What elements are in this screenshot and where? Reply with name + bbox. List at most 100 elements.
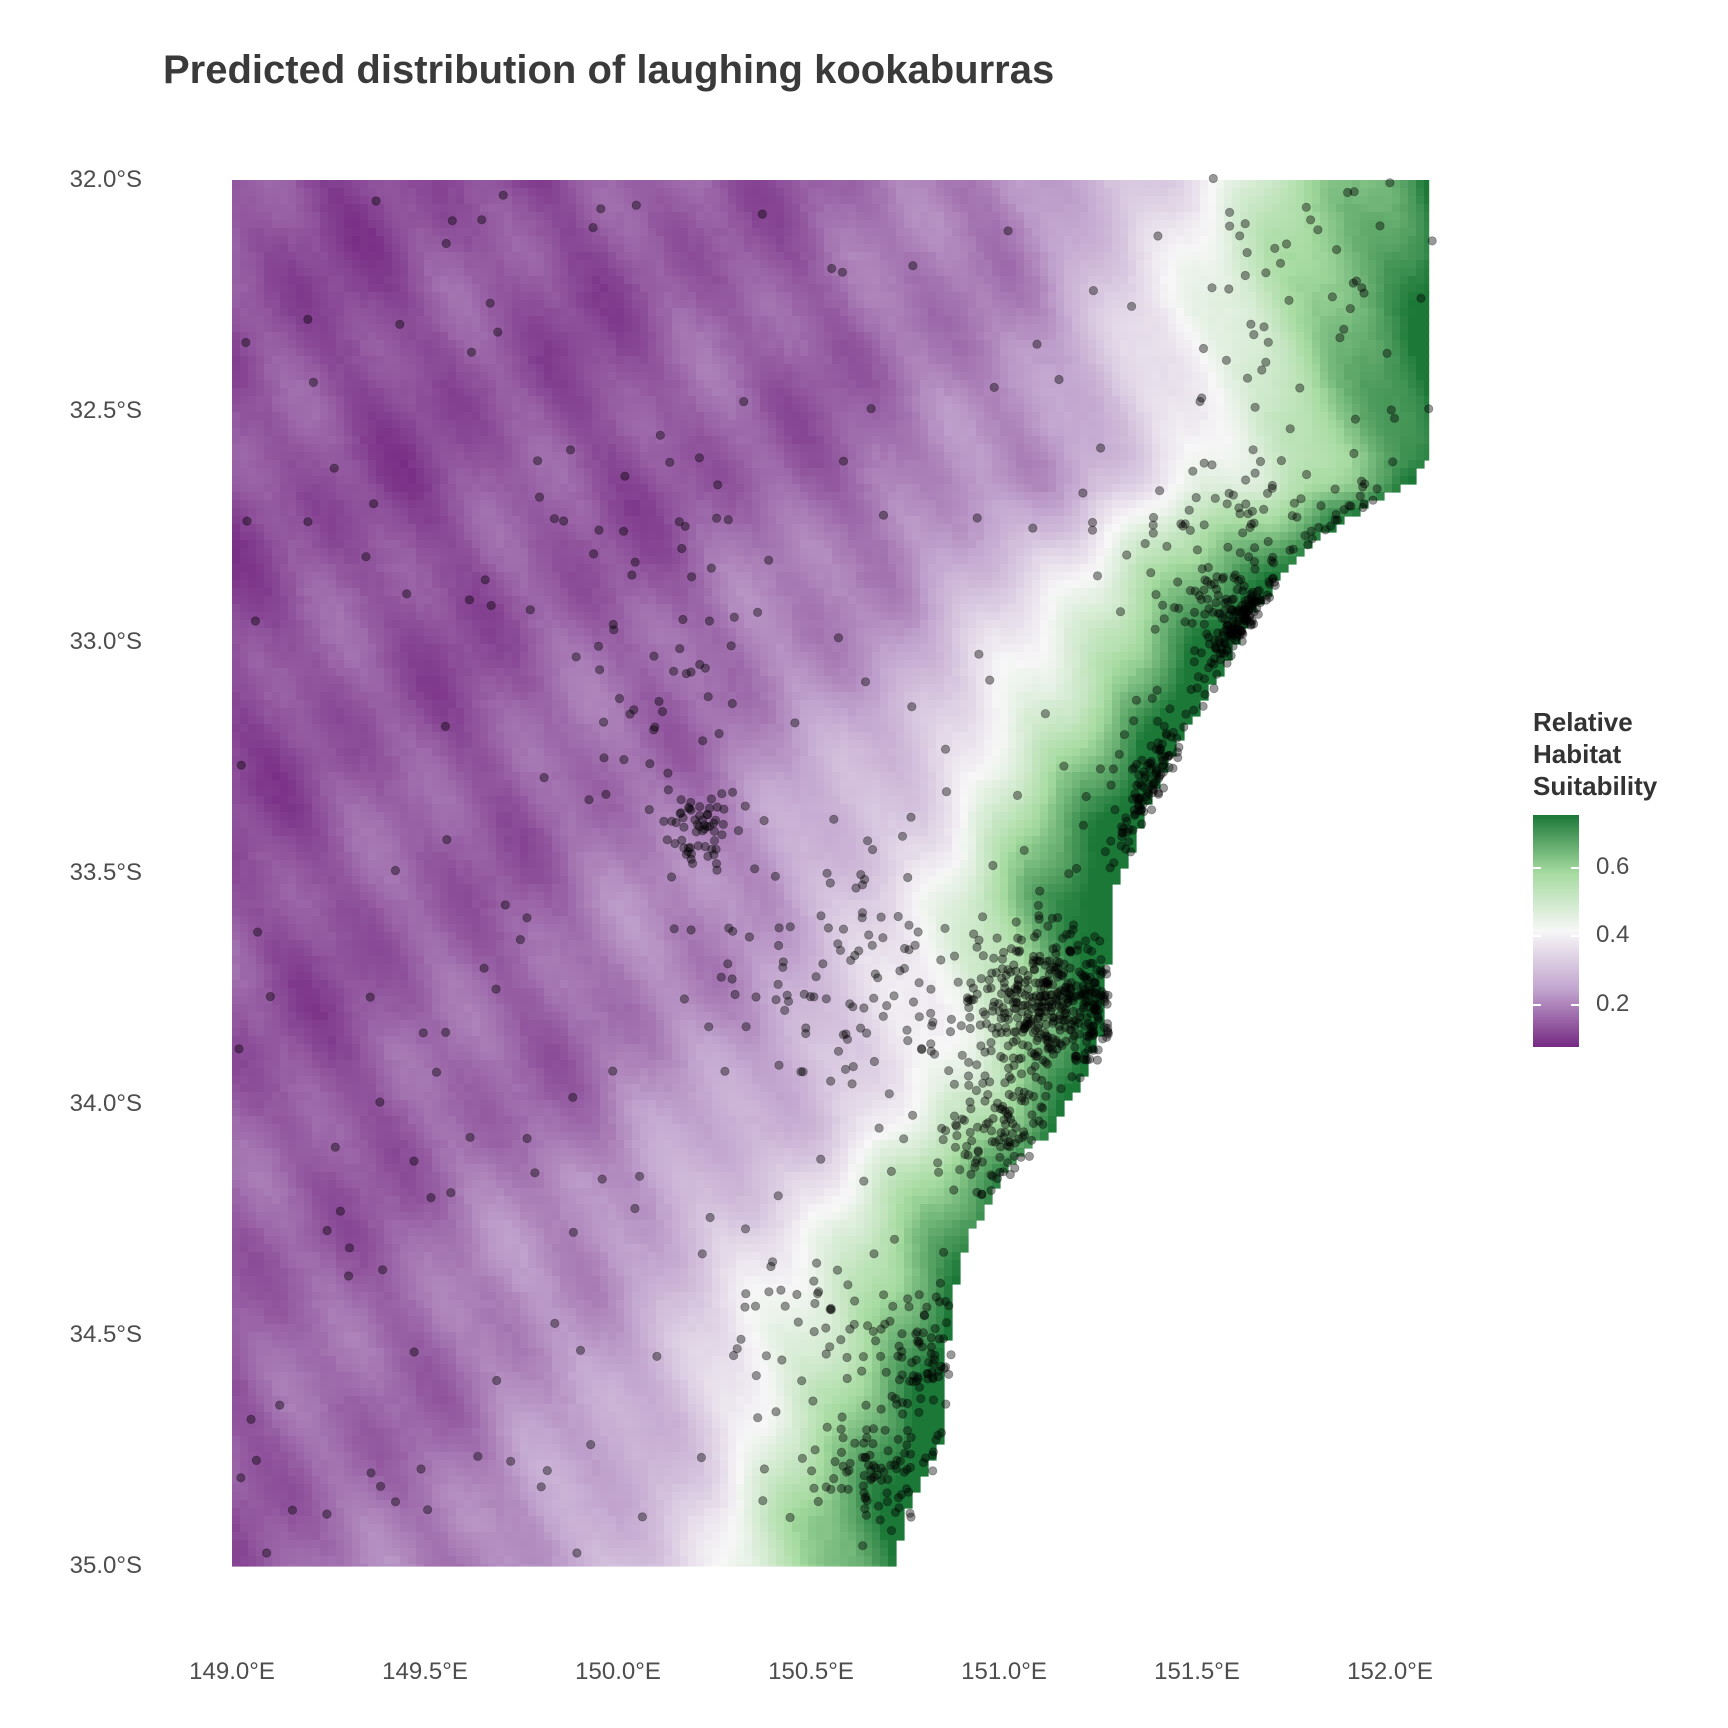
raster-cell bbox=[640, 252, 649, 261]
raster-cell bbox=[1072, 412, 1081, 421]
raster-cell bbox=[952, 212, 961, 221]
raster-cell bbox=[576, 252, 585, 261]
raster-cell bbox=[680, 316, 689, 325]
raster-cell bbox=[1288, 204, 1297, 213]
raster-cell bbox=[464, 204, 473, 213]
raster-cell bbox=[1056, 308, 1065, 317]
raster-cell bbox=[504, 316, 513, 325]
raster-cell bbox=[728, 228, 737, 237]
raster-cell bbox=[984, 188, 993, 197]
raster-cell bbox=[1168, 220, 1177, 229]
raster-cell bbox=[856, 188, 865, 197]
raster-cell bbox=[936, 180, 945, 189]
raster-cell bbox=[1104, 308, 1113, 317]
raster-cell bbox=[440, 284, 449, 293]
raster-cell bbox=[344, 196, 353, 205]
raster-cell bbox=[1336, 412, 1345, 421]
raster-cell bbox=[544, 260, 553, 269]
raster-cell bbox=[1384, 204, 1393, 213]
raster-cell bbox=[304, 324, 313, 333]
raster-cell bbox=[1112, 388, 1121, 397]
raster-cell bbox=[800, 380, 809, 389]
raster-cell bbox=[976, 276, 985, 285]
raster-cell bbox=[1080, 292, 1089, 301]
raster-cell bbox=[784, 340, 793, 349]
raster-cell bbox=[712, 244, 721, 253]
raster-cell bbox=[1088, 188, 1097, 197]
raster-cell bbox=[272, 332, 281, 341]
raster-cell bbox=[504, 388, 513, 397]
raster-cell bbox=[760, 236, 769, 245]
raster-cell bbox=[536, 188, 545, 197]
raster-cell bbox=[776, 420, 785, 429]
raster-cell bbox=[616, 300, 625, 309]
raster-cell bbox=[512, 332, 521, 341]
raster-cell bbox=[1240, 308, 1249, 317]
raster-cell bbox=[592, 396, 601, 405]
raster-cell bbox=[1408, 348, 1417, 357]
raster-cell bbox=[1320, 180, 1329, 189]
raster-cell bbox=[1304, 412, 1313, 421]
raster-cell bbox=[1056, 412, 1065, 421]
raster-cell bbox=[632, 300, 641, 309]
raster-cell bbox=[680, 212, 689, 221]
raster-cell bbox=[504, 300, 513, 309]
raster-cell bbox=[1224, 348, 1233, 357]
raster-cell bbox=[712, 356, 721, 365]
raster-cell bbox=[680, 268, 689, 277]
raster-cell bbox=[360, 324, 369, 333]
raster-cell bbox=[920, 260, 929, 269]
raster-cell bbox=[1424, 324, 1429, 333]
raster-cell bbox=[888, 324, 897, 333]
raster-cell bbox=[1080, 308, 1089, 317]
raster-cell bbox=[576, 372, 585, 381]
raster-cell bbox=[704, 412, 713, 421]
raster-cell bbox=[1360, 196, 1369, 205]
raster-cell bbox=[1096, 316, 1105, 325]
raster-cell bbox=[416, 180, 425, 189]
raster-cell bbox=[648, 364, 657, 373]
raster-cell bbox=[560, 396, 569, 405]
raster-cell bbox=[976, 348, 985, 357]
raster-cell bbox=[368, 220, 377, 229]
raster-cell bbox=[680, 244, 689, 253]
raster-cell bbox=[1144, 420, 1153, 429]
raster-cell bbox=[624, 412, 633, 421]
raster-cell bbox=[800, 348, 809, 357]
raster-cell bbox=[656, 180, 665, 189]
raster-cell bbox=[400, 188, 409, 197]
raster-cell bbox=[1424, 364, 1429, 373]
raster-cell bbox=[264, 268, 273, 277]
raster-cell bbox=[1408, 396, 1417, 405]
raster-cell bbox=[1096, 180, 1105, 189]
raster-cell bbox=[800, 188, 809, 197]
raster-cell bbox=[792, 276, 801, 285]
raster-cell bbox=[608, 316, 617, 325]
raster-cell bbox=[984, 340, 993, 349]
raster-cell bbox=[600, 180, 609, 189]
raster-cell bbox=[856, 348, 865, 357]
raster-cell bbox=[384, 236, 393, 245]
raster-cell bbox=[416, 364, 425, 373]
raster-cell bbox=[1352, 404, 1361, 413]
raster-cell bbox=[608, 204, 617, 213]
raster-cell bbox=[1264, 404, 1273, 413]
raster-cell bbox=[896, 380, 905, 389]
raster-cell bbox=[776, 228, 785, 237]
raster-cell bbox=[584, 308, 593, 317]
raster-cell bbox=[872, 204, 881, 213]
raster-cell bbox=[328, 412, 337, 421]
raster-cell bbox=[632, 236, 641, 245]
raster-cell bbox=[1000, 348, 1009, 357]
raster-cell bbox=[848, 212, 857, 221]
raster-cell bbox=[656, 404, 665, 413]
raster-cell bbox=[1000, 308, 1009, 317]
raster-cell bbox=[624, 372, 633, 381]
raster-cell bbox=[1344, 180, 1353, 189]
raster-cell bbox=[1080, 300, 1089, 309]
raster-cell bbox=[848, 388, 857, 397]
raster-cell bbox=[424, 412, 433, 421]
raster-cell bbox=[528, 188, 537, 197]
raster-cell bbox=[1136, 244, 1145, 253]
raster-cell bbox=[928, 292, 937, 301]
